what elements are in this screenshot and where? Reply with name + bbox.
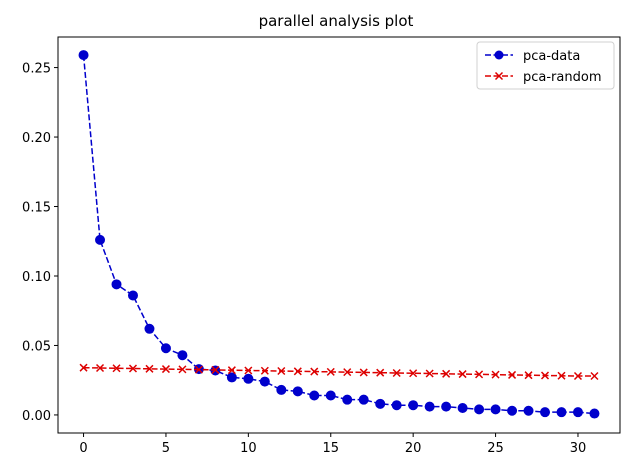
data-point [442, 369, 451, 378]
y-tick-label: 0.00 [22, 409, 51, 424]
data-point [309, 390, 320, 401]
data-point [342, 394, 353, 405]
data-point [243, 373, 254, 384]
data-point [178, 365, 187, 374]
data-point [95, 363, 105, 373]
y-tick-label: 0.25 [22, 62, 51, 77]
axes-layer: 0 5 10 15 20 25 30 0.00 0.05 0.10 0.15 0.20 0.25 [22, 36, 621, 456]
series-line-pca-random [83, 366, 595, 377]
data-point [540, 407, 551, 418]
data-point [227, 366, 236, 375]
data-point [458, 370, 467, 379]
data-point [524, 371, 533, 380]
data-point [260, 366, 269, 375]
data-point [408, 400, 419, 411]
chart-title: parallel analysis plot [259, 12, 414, 30]
data-point [590, 372, 599, 381]
x-tick-label: 10 [240, 441, 257, 456]
data-point [556, 407, 567, 418]
data-point [491, 370, 500, 379]
data-point [391, 400, 402, 411]
data-point [161, 365, 170, 374]
data-point [244, 366, 253, 375]
legend: pca-data pca-random [476, 41, 615, 90]
data-point [226, 372, 237, 383]
data-point [523, 405, 534, 416]
data-point [79, 363, 88, 372]
data-point [325, 390, 336, 401]
data-point [310, 367, 319, 376]
data-point [292, 386, 303, 397]
data-point [557, 371, 566, 380]
data-point [475, 370, 484, 379]
data-point [457, 402, 468, 413]
data-point [326, 367, 335, 376]
data-point [424, 401, 435, 412]
data-point [425, 369, 434, 378]
data-point [358, 394, 369, 405]
data-point [128, 364, 138, 373]
legend-label-pca-random: pca-random [523, 70, 601, 85]
data-point [343, 368, 352, 377]
x-tick-label: 25 [487, 441, 504, 456]
x-tick-label: 15 [322, 441, 339, 456]
data-point [177, 350, 188, 361]
legend-marker-pca-data [494, 50, 504, 60]
data-point [409, 369, 418, 378]
data-point [127, 290, 138, 301]
data-point [375, 398, 386, 409]
series-layer [78, 50, 600, 419]
x-tick-label: 30 [570, 441, 587, 456]
y-tick-label: 0.10 [22, 270, 51, 285]
y-tick-label: 0.20 [22, 131, 51, 146]
data-point [540, 371, 550, 380]
legend-box [476, 41, 615, 90]
data-point [112, 364, 121, 373]
data-point [573, 372, 583, 381]
legend-marker-pca-random [494, 71, 504, 81]
data-point [490, 404, 501, 415]
data-point [474, 404, 485, 415]
data-point [111, 279, 122, 290]
x-tick-label: 5 [162, 441, 170, 456]
legend-label-pca-data: pca-data [523, 49, 580, 64]
data-point [359, 368, 368, 377]
data-point [572, 407, 583, 418]
data-point [508, 370, 517, 379]
data-point [194, 365, 203, 374]
data-point [145, 364, 154, 373]
data-point [441, 401, 452, 412]
data-point [78, 50, 89, 61]
data-point [277, 366, 286, 376]
data-point [95, 234, 106, 245]
data-point [160, 343, 171, 354]
data-point [589, 408, 600, 419]
data-point [211, 365, 220, 374]
data-point [293, 367, 302, 376]
data-point [376, 368, 385, 377]
data-point [276, 384, 287, 395]
x-tick-label: 0 [79, 441, 87, 456]
data-point [507, 405, 518, 416]
x-tick-label: 20 [405, 441, 422, 456]
data-point [144, 323, 155, 334]
data-point [392, 368, 401, 378]
y-tick-label: 0.05 [22, 339, 51, 354]
y-tick-label: 0.15 [22, 201, 51, 216]
plot-frame [57, 36, 621, 434]
data-point [259, 376, 270, 387]
